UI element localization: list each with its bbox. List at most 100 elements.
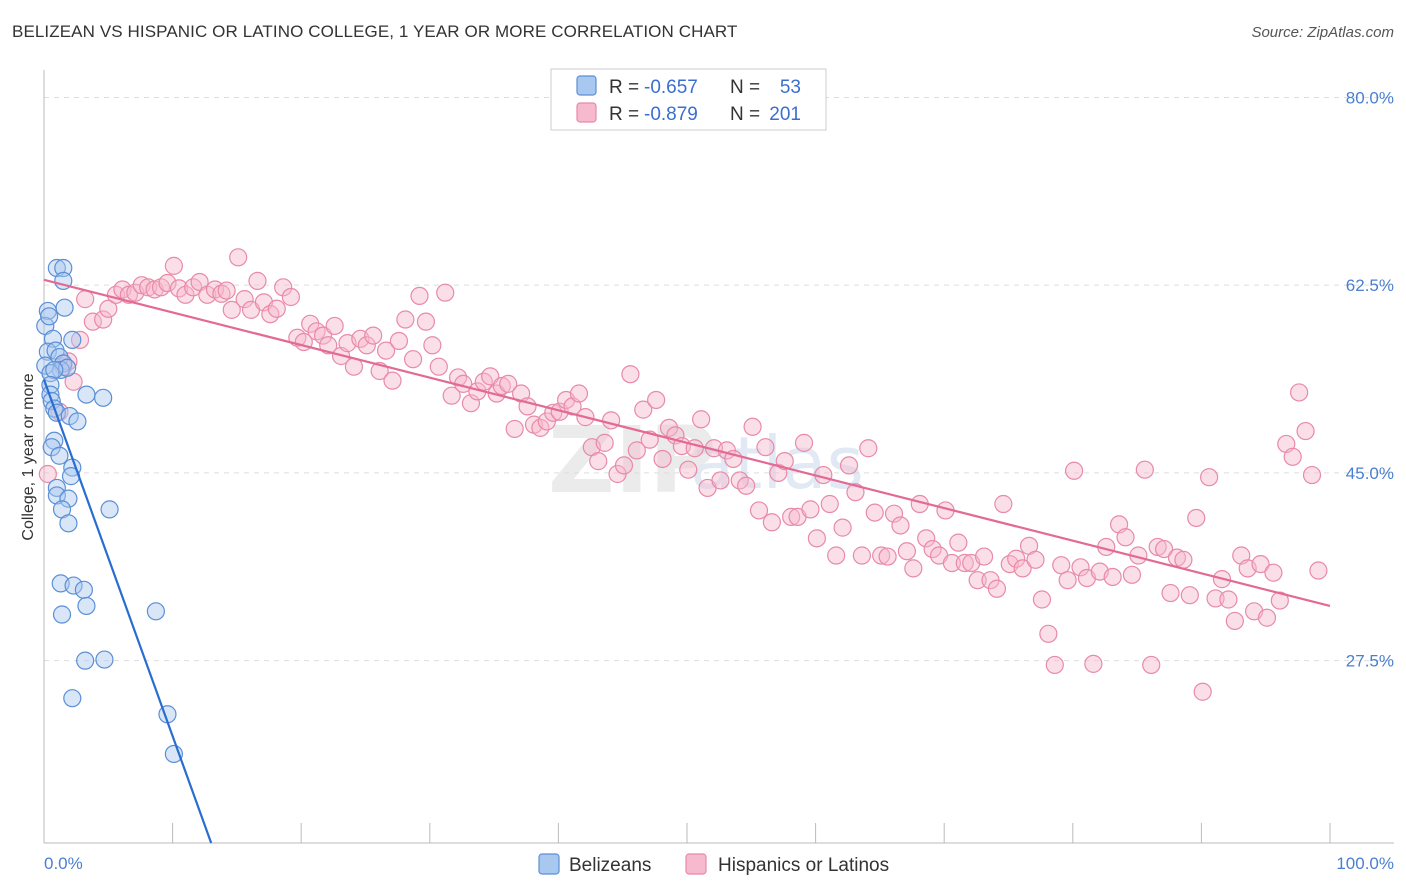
- belizean-point: [77, 596, 96, 616]
- hispanic-point: [1013, 559, 1032, 578]
- belizean-point: [59, 489, 78, 508]
- hispanic-point: [319, 336, 338, 355]
- hispanic-point: [820, 494, 839, 514]
- hispanic-point: [743, 417, 762, 436]
- hispanic-point: [872, 546, 891, 565]
- y-axis-label: College, 1 year or more: [20, 373, 37, 540]
- gridlines: [44, 96, 1394, 662]
- hispanic-point: [679, 460, 698, 479]
- hispanic-point: [749, 501, 769, 520]
- hispanic-points: [38, 248, 1328, 701]
- hispanic-point: [383, 371, 402, 390]
- hispanic-point: [1251, 554, 1270, 574]
- hispanic-point: [1084, 654, 1103, 673]
- hispanic-point: [1270, 591, 1289, 610]
- bottom-legend-blue-swatch: [538, 853, 560, 875]
- hispanic-point: [505, 419, 524, 439]
- hispanic-point: [1193, 682, 1212, 701]
- hispanic-point: [1032, 590, 1052, 609]
- hispanic-point: [1290, 383, 1309, 402]
- belizean-point: [59, 514, 78, 533]
- hispanic-point: [852, 546, 871, 565]
- watermark-zip: ZIP: [548, 407, 716, 514]
- x-tick-label-min: 0.0%: [44, 854, 83, 873]
- y-tick-label: 27.5%: [1346, 652, 1394, 671]
- bottom-legend-pink-swatch: [685, 853, 707, 875]
- hispanic-point: [429, 357, 448, 376]
- hispanic-point: [634, 400, 653, 419]
- hispanic-point: [942, 553, 962, 573]
- hispanic-point: [904, 559, 923, 578]
- hispanic-point: [357, 336, 376, 355]
- hispanic-point: [248, 271, 267, 290]
- hispanic-point: [301, 314, 320, 333]
- hispanic-point: [987, 579, 1007, 598]
- hispanic-point: [38, 464, 57, 484]
- hispanic-point: [1007, 549, 1026, 568]
- hispanic-point: [865, 503, 884, 522]
- hispanic-point: [442, 386, 461, 405]
- hispanic-point: [222, 300, 241, 319]
- y-tick-labels: 27.5% 45.0% 62.5% 80.0%: [1346, 88, 1394, 670]
- hispanic-point: [212, 284, 231, 303]
- hispanic-point: [229, 248, 248, 267]
- belizean-point: [47, 478, 66, 498]
- belizean-point: [100, 500, 119, 519]
- hispanic-point: [1219, 590, 1238, 609]
- legend-n-label-2: N =: [730, 104, 760, 125]
- belizean-point: [40, 307, 59, 326]
- hispanic-point: [76, 290, 95, 309]
- hispanic-point: [1161, 583, 1180, 603]
- hispanic-point: [164, 256, 183, 275]
- legend-r-label-1: R =: [609, 77, 639, 98]
- belizean-point: [95, 650, 114, 669]
- legend-pink-swatch: [576, 102, 597, 123]
- legend-n-value-1: 53: [780, 77, 801, 98]
- hispanic-point: [281, 287, 301, 307]
- hispanic-point: [692, 410, 711, 429]
- belizean-point: [52, 605, 72, 624]
- bottom-legend-belizeans: Belizeans: [569, 855, 651, 876]
- belizean-point: [94, 388, 113, 407]
- hispanic-point: [955, 553, 974, 573]
- belizean-point: [146, 602, 165, 621]
- hispanic-point: [235, 290, 254, 309]
- hispanic-point: [436, 283, 455, 302]
- legend-blue-swatch: [576, 75, 597, 96]
- hispanic-point: [1180, 586, 1199, 605]
- hispanic-point: [1200, 468, 1219, 487]
- hispanic-point: [756, 438, 775, 457]
- hispanic-point: [1116, 528, 1135, 547]
- hispanic-point: [846, 483, 865, 502]
- hispanic-point: [376, 341, 396, 360]
- hispanic-point: [267, 299, 286, 318]
- hispanic-point: [313, 326, 333, 345]
- hispanic-point: [653, 449, 672, 469]
- source-label: Source: ZipAtlas.com: [1251, 24, 1394, 41]
- y-tick-label: 62.5%: [1346, 276, 1394, 295]
- legend-r-value-2: -0.879: [644, 104, 698, 125]
- hispanic-point: [1039, 624, 1058, 643]
- hispanic-point: [627, 441, 646, 460]
- hispanic-point: [1058, 571, 1077, 590]
- hispanic-point: [711, 471, 730, 490]
- hispanic-point: [1135, 460, 1154, 479]
- hispanic-point: [917, 529, 936, 548]
- belizean-point: [47, 486, 66, 505]
- hispanic-point: [1296, 421, 1315, 441]
- bottom-legend-hispanics: Hispanics or Latinos: [718, 855, 889, 876]
- belizean-point: [76, 651, 95, 670]
- y-tick-label: 80.0%: [1346, 88, 1394, 107]
- x-ticks: [172, 823, 1331, 843]
- hispanic-point: [1174, 550, 1193, 569]
- hispanic-point: [1155, 539, 1174, 559]
- belizean-point: [38, 342, 57, 361]
- hispanic-point: [1187, 508, 1206, 528]
- hispanic-trend-line: [43, 278, 1331, 607]
- hispanic-point: [461, 394, 481, 413]
- belizean-point: [50, 446, 69, 465]
- hispanic-point: [410, 286, 429, 306]
- hispanic-point: [1302, 465, 1322, 485]
- hispanic-point: [884, 504, 904, 523]
- hispanic-point: [614, 456, 634, 475]
